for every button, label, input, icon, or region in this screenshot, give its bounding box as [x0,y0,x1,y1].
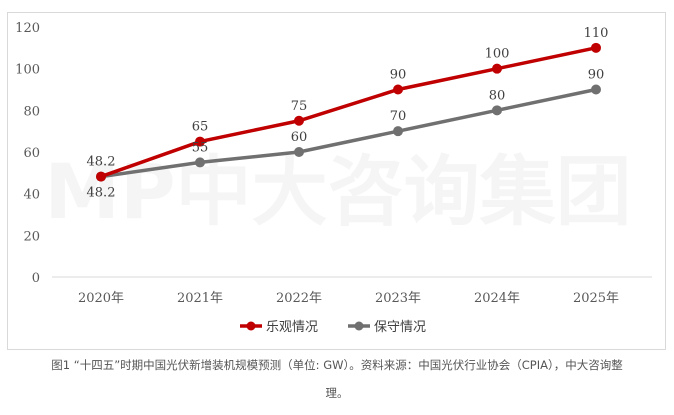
data-label: 75 [291,99,308,114]
data-point [393,84,403,95]
data-label: 60 [291,130,308,145]
x-tick-label: 2025年 [573,291,619,306]
data-label: 65 [192,120,209,135]
data-label: 48.2 [87,186,116,201]
data-label: 70 [390,109,407,124]
data-point [393,126,403,137]
caption-line-2: 理。 [325,386,349,400]
y-tick-label: 0 [32,271,40,286]
data-point [591,84,601,95]
caption-line-1: 图1 “十四五”时期中国光伏新增装机规模预测（单位: GW）。资料来源：中国光伏… [51,358,623,372]
line-chart: MP中大咨询集团 0 20 40 60 80 100 120 2020年 2021年 2022年 20… [15,21,652,335]
legend-marker [246,321,256,331]
x-tick-label: 2023年 [375,291,421,306]
data-label: 90 [390,68,407,83]
data-point [294,115,304,126]
x-tick-label: 2022年 [276,291,322,306]
data-point [96,171,106,182]
y-tick-label: 120 [15,21,40,36]
x-tick-label: 2020年 [78,291,124,306]
y-tick-label: 100 [15,63,40,78]
data-point [591,42,601,53]
y-tick-label: 20 [23,229,40,244]
y-tick-label: 80 [23,104,40,119]
data-label: 100 [485,47,510,62]
x-tick-label: 2021年 [177,291,223,306]
data-point [294,147,304,157]
data-label: 80 [489,88,506,103]
data-label: 48.2 [87,155,116,170]
legend-marker [354,321,364,331]
legend-label: 保守情况 [374,320,426,335]
x-tick-label: 2024年 [474,291,520,306]
data-label: 90 [588,68,605,83]
series-line-0 [100,46,597,179]
watermark: MP中大咨询集团 [44,147,631,236]
y-tick-label: 60 [23,146,40,161]
data-point [492,105,502,116]
series-line-1 [100,87,597,179]
legend-label: 乐观情况 [266,320,318,335]
y-tick-label: 40 [23,188,40,203]
chart-frame [7,12,666,350]
data-label: 110 [584,26,609,41]
data-label: 55 [192,140,209,155]
data-point [492,63,502,74]
data-point [195,157,205,168]
data-point [195,136,205,147]
